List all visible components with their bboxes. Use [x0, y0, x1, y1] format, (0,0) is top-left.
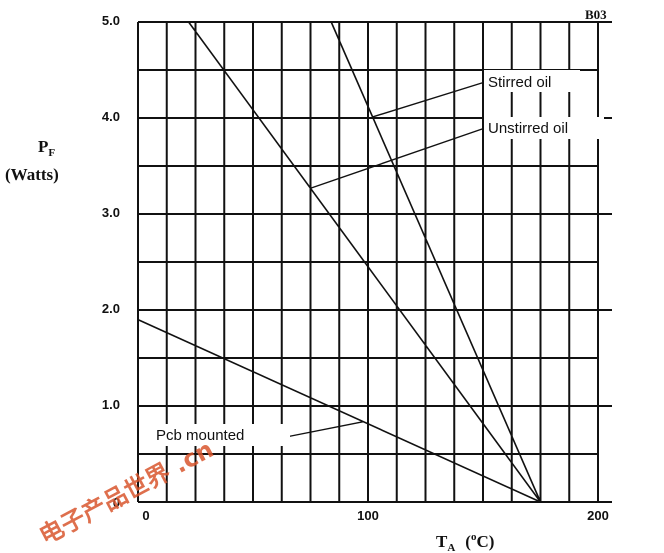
- x-tick-label: 100: [357, 508, 379, 523]
- annotation-pcb-mounted-label: Pcb mounted: [156, 427, 244, 444]
- y-tick-label: 5.0: [102, 13, 120, 28]
- annotation-stirred-oil: Stirred oil: [484, 70, 580, 92]
- series-lines: [137, 21, 542, 503]
- leader-line: [310, 127, 486, 189]
- chart-code: B03: [585, 7, 607, 22]
- leader-line: [285, 421, 364, 438]
- series-line-stirred-oil: [330, 21, 542, 503]
- annotation-unstirred-oil: Unstirred oil: [484, 117, 604, 139]
- series-line-unstirred-oil: [187, 21, 542, 503]
- x-axis-symbol: T: [436, 532, 448, 551]
- y-tick-label: 2.0: [102, 301, 120, 316]
- series-line-pcb-mounted: [137, 318, 541, 503]
- y-tick-label: 4.0: [102, 109, 120, 124]
- y-tick-label: 3.0: [102, 205, 120, 220]
- y-axis-subscript: F: [48, 147, 55, 159]
- x-axis-unit-open: (: [465, 532, 471, 551]
- watermark: 电子产品世界 .cn: [35, 435, 218, 550]
- y-tick-labels: 0 1.0 2.0 3.0 4.0 5.0: [102, 13, 120, 510]
- svg-text:电子产品世界 .cn: 电子产品世界 .cn: [35, 435, 218, 550]
- y-tick-label: 0: [113, 495, 120, 510]
- annotation-stirred-oil-label: Stirred oil: [488, 74, 551, 91]
- x-axis-subscript: A: [447, 542, 455, 553]
- x-tick-label: 0: [142, 508, 149, 523]
- grid: [137, 21, 612, 503]
- x-axis-unit-degree: o: [471, 531, 477, 543]
- annotation-unstirred-oil-label: Unstirred oil: [488, 120, 568, 137]
- annotation-pcb-mounted: Pcb mounted: [150, 424, 290, 446]
- x-axis-unit-close: C): [476, 532, 494, 551]
- y-axis-unit: (Watts): [5, 165, 59, 184]
- x-tick-label: 200: [587, 508, 609, 523]
- annotation-leaders: [285, 81, 486, 438]
- x-tick-labels: 0 100 200: [142, 508, 608, 523]
- x-axis-label: TA (oC): [436, 531, 494, 553]
- y-tick-label: 1.0: [102, 397, 120, 412]
- y-axis-label: PF: [38, 137, 55, 159]
- y-axis-symbol: P: [38, 137, 48, 156]
- leader-line: [372, 81, 486, 118]
